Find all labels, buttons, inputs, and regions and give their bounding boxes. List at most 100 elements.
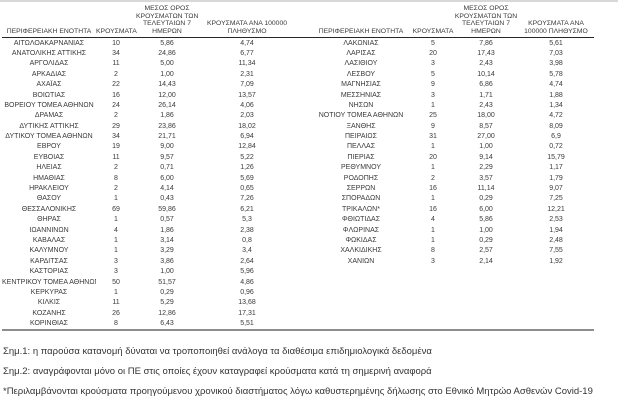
col-header-per100k-left: ΚΡΟΥΣΜΑΤΑ ΑΝΑ 100000 ΠΛΗΘΥΣΜΟ — [198, 3, 296, 39]
table-row: ΘΗΡΑΣ 1 0,57 5,3 ΦΘΙΩΤΙΔΑΣ 4 5,86 2,53 — [2, 215, 594, 225]
region-cell: ΠΙΕΡΙΑΣ — [347, 153, 375, 161]
region-cell: ΚΕΡΚΥΡΑΣ — [30, 288, 68, 296]
per100k-cell: 5,22 — [240, 153, 254, 161]
per100k-cell: 1,17 — [549, 164, 563, 172]
table-row: ΒΟΡΕΙΟΥ ΤΟΜΕΑ ΑΘΗΝΩΝ 24 26,14 4,06 ΝΗΣΩΝ 1 2,4… — [2, 101, 594, 111]
spacer-cell — [296, 205, 310, 215]
spacer-cell — [296, 70, 310, 80]
spacer-cell — [296, 49, 310, 59]
per100k-cell: 7,03 — [549, 49, 563, 57]
cases-cell: 11 — [112, 153, 120, 161]
per100k-cell: 6,94 — [240, 133, 254, 141]
per100k-cell: 7,09 — [240, 81, 254, 89]
cases-cell: 2 — [114, 70, 118, 78]
region-cell: ΧΑΛΚΙΔΙΚΗΣ — [340, 247, 382, 255]
avg7-cell: 5,00 — [160, 60, 174, 68]
region-cell: ΗΡΑΚΛΕΙΟΥ — [29, 185, 69, 193]
table-row: ΙΩΑΝΝΙΝΩΝ 4 1,86 2,38 ΦΛΩΡΙΝΑΣ 1 1,00 1,94 — [2, 225, 594, 235]
per100k-cell: 1,26 — [240, 164, 254, 172]
col-header-cases-left: ΚΡΟΥΣΜΑΤΑ — [96, 3, 137, 39]
region-cell: ΘΕΣΣΑΛΟΝΙΚΗΣ — [21, 205, 77, 213]
cases-cell: 16 — [429, 205, 437, 213]
table-row: ΔΥΤΙΚΗΣ ΑΤΤΙΚΗΣ 29 23,86 18,02 ΞΑΝΘΗΣ 9 8,57 8,… — [2, 122, 594, 132]
table-row: ΗΜΑΘΙΑΣ 8 6,00 5,69 ΡΟΔΟΠΗΣ 2 3,57 1,79 — [2, 173, 594, 183]
avg7-cell: 6,86 — [479, 81, 493, 89]
region-cell: ΜΕΣΣΗΝΙΑΣ — [340, 91, 382, 99]
avg7-cell: 3,86 — [160, 257, 174, 265]
per100k-cell — [518, 288, 594, 298]
avg7-cell: 0,57 — [160, 216, 174, 224]
per100k-cell — [518, 309, 594, 319]
avg7-cell: 5,86 — [160, 39, 174, 47]
region-cell: ΣΕΡΡΩΝ — [346, 185, 376, 193]
avg7-cell: 2,43 — [479, 60, 493, 68]
region-cell: ΤΡΙΚΑΛΩΝ* — [342, 205, 380, 213]
cases-cell: 20 — [429, 153, 437, 161]
table-row: ΑΡΚΑΔΙΑΣ 2 1,00 2,31 ΛΕΣΒΟΥ 5 10,14 5,78 — [2, 70, 594, 80]
per100k-cell: 0,96 — [240, 288, 254, 296]
per100k-cell: 15,79 — [547, 153, 565, 161]
per100k-cell: 3,4 — [242, 247, 252, 255]
spacer-cell — [296, 215, 310, 225]
spacer-cell — [296, 236, 310, 246]
avg7-cell — [454, 267, 518, 277]
spacer-cell — [296, 90, 310, 100]
avg7-cell: 5,29 — [160, 299, 174, 307]
cases-cell: 24 — [112, 101, 120, 109]
col-header-per100k-right: ΚΡΟΥΣΜΑΤΑ ΑΝΑ 100000 ΠΛΗΘΥΣΜΟ — [518, 3, 594, 39]
cases-cell: 2 — [114, 112, 118, 120]
cases-cell — [412, 277, 454, 287]
region-cell: ΒΟΙΩΤΙΑΣ — [32, 91, 66, 99]
region-cell — [310, 267, 412, 277]
spacer-cell — [296, 173, 310, 183]
table-row: ΚΟΡΙΝΘΙΑΣ 8 6,43 5,51 — [2, 319, 594, 330]
region-cell: ΝΗΣΩΝ — [348, 101, 374, 109]
per100k-cell: 6,77 — [240, 49, 254, 57]
table-row: ΗΛΕΙΑΣ 2 0,71 1,26 ΡΕΘΥΜΝΟΥ 1 2,29 1,17 — [2, 163, 594, 173]
table-row: ΚΑΒΑΛΑΣ 1 3,14 0,8 ΦΩΚΙΔΑΣ 1 0,29 2,48 — [2, 236, 594, 246]
avg7-cell: 6,00 — [479, 205, 493, 213]
spacer-cell — [296, 163, 310, 173]
table-row: ΔΡΑΜΑΣ 2 1,86 2,03 ΝΟΤΙΟΥ ΤΟΜΕΑ ΑΘΗΝΩΝ 25 18,0… — [2, 111, 594, 121]
per100k-cell — [518, 267, 594, 277]
per100k-cell: 7,55 — [549, 247, 563, 255]
avg7-cell: 26,14 — [158, 101, 176, 109]
region-cell: ΔΥΤΙΚΟΥ ΤΟΜΕΑ ΑΘΗΝΩΝ — [5, 133, 93, 141]
table-row: ΑΝΑΤΟΛΙΚΗΣ ΑΤΤΙΚΗΣ 34 24,86 6,77 ΛΑΡΙΣΑΣ 20 17… — [2, 49, 594, 59]
avg7-cell: 0,29 — [160, 288, 174, 296]
per100k-cell: 11,34 — [238, 60, 256, 68]
region-cell: ΡΟΔΟΠΗΣ — [343, 174, 379, 182]
avg7-cell: 24,86 — [158, 49, 176, 57]
cases-cell: 9 — [431, 122, 435, 130]
region-cell: ΦΩΚΙΔΑΣ — [345, 236, 377, 244]
region-cell: ΚΕΝΤΡΙΚΟΥ ΤΟΜΕΑ ΑΘΗΝΩΝ — [2, 278, 96, 286]
region-cell: ΚΑΛΥΜΝΟΥ — [29, 247, 69, 255]
spacer-cell — [296, 288, 310, 298]
cases-cell — [412, 288, 454, 298]
cases-cell: 34 — [112, 133, 120, 141]
cases-cell: 22 — [112, 81, 120, 89]
note-asterisk: *Περιλαμβάνονται κρούσματα προηγούμενου … — [3, 386, 593, 398]
avg7-cell: 4,14 — [160, 185, 174, 193]
per100k-cell: 5,61 — [549, 39, 563, 47]
col-header-avg7-right: ΜΕΣΟΣ ΟΡΟΣ ΚΡΟΥΣΜΑΤΩΝ ΤΩΝ ΤΕΛΕΥΤΑΙΩΝ 7 ΗΜΕΡ… — [454, 3, 518, 39]
region-cell: ΑΡΓΟΛΙΔΑΣ — [29, 60, 69, 68]
avg7-cell: 6,43 — [160, 320, 174, 328]
avg7-cell: 18,00 — [477, 112, 495, 120]
cases-cell: 3 — [114, 268, 118, 276]
per100k-cell: 17,31 — [238, 309, 256, 317]
spacer-cell — [296, 246, 310, 256]
region-cell: ΘΑΣΟΥ — [36, 195, 62, 203]
note-1: Σημ.1: η παρούσα κατανομή δύναται να τρο… — [3, 346, 432, 358]
table-row: ΗΡΑΚΛΕΙΟΥ 2 4,14 0,65 ΣΕΡΡΩΝ 16 11,14 9,07 — [2, 184, 594, 194]
region-cell: ΛΑΡΙΣΑΣ — [346, 49, 376, 57]
per100k-cell: 12,21 — [547, 205, 565, 213]
cases-cell: 1 — [431, 164, 435, 172]
cases-cell: 4 — [114, 226, 118, 234]
region-cell: ΣΠΟΡΑΔΩΝ — [341, 195, 381, 203]
spacer-cell — [296, 277, 310, 287]
per100k-cell — [518, 319, 594, 330]
cases-cell: 50 — [112, 278, 120, 286]
cases-cell: 10 — [112, 39, 120, 47]
per100k-cell: 1,34 — [549, 101, 563, 109]
